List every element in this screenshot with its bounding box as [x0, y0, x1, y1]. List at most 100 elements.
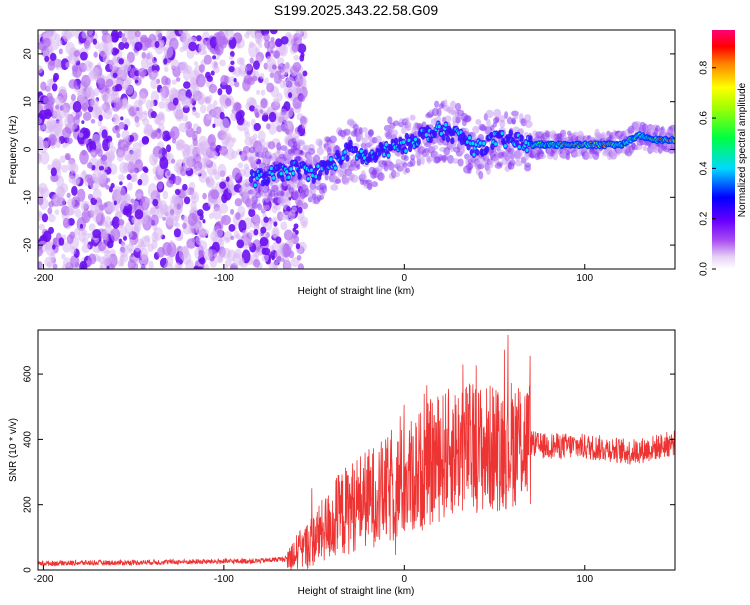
spectrogram-cell [493, 108, 502, 118]
spectrogram-cell [151, 64, 160, 73]
spectrogram-cell [449, 100, 457, 110]
spectrogram-cell [118, 41, 125, 51]
spectrogram-cell [38, 138, 45, 150]
spectrogram-cell [51, 83, 58, 92]
spectrogram-cell [465, 140, 470, 144]
spectrogram-cell [162, 216, 167, 221]
spectrogram-cell [49, 252, 56, 262]
spectrogram-cell [266, 176, 271, 184]
spectrogram-cell [409, 158, 416, 167]
spectrogram-cell [272, 261, 279, 269]
spectrogram-cell [86, 162, 93, 169]
spectrogram-cell [146, 51, 153, 61]
spectrogram-cell [276, 142, 282, 151]
spectrogram-cell [174, 222, 180, 228]
spectrogram-cell [90, 118, 96, 124]
spectrogram-cell [118, 219, 125, 226]
spectrogram-cell [299, 77, 307, 87]
spectrogram-cell [134, 209, 144, 220]
spectrogram-cell [655, 124, 661, 132]
spectrogram-cell [47, 134, 58, 146]
spectrogram-cell [350, 174, 359, 183]
spectrogram-cell [172, 193, 177, 201]
spectrogram-cell [192, 88, 197, 95]
spectrogram-cell [286, 155, 294, 161]
spectrogram-cell [672, 140, 675, 143]
spectrogram-cell [275, 38, 283, 48]
spectrogram-cell [464, 115, 472, 122]
spectrogram-cell [248, 146, 256, 154]
spectrogram-cell [219, 118, 230, 134]
spectrogram-cell [343, 150, 347, 154]
spectrogram-cell [208, 212, 214, 220]
spectrogram-cell [211, 108, 219, 117]
spectrogram-cell [122, 97, 128, 106]
spectrogram-cell [289, 209, 296, 220]
spectrogram-cell [318, 140, 323, 149]
spectrogram-cell [403, 155, 409, 162]
spectrogram-cell [139, 264, 147, 269]
spectrogram-cell [217, 163, 227, 178]
spectrogram-cell [73, 50, 81, 57]
spectrogram-cell [224, 236, 231, 244]
spectrogram-cell [478, 141, 483, 145]
spectrogram-cell [68, 79, 78, 90]
spectrogram-cell [212, 168, 218, 176]
spectrogram-cell [240, 150, 248, 162]
spectrogram-cell [155, 30, 161, 35]
spectrogram-cell [360, 170, 366, 180]
spectrogram-cell [198, 257, 206, 265]
spectrogram-cell [96, 158, 103, 167]
spectrogram-cell [164, 169, 172, 178]
spectrogram-cell [250, 195, 257, 201]
spectrogram-cell [87, 30, 94, 35]
spectrogram-cell [204, 142, 211, 152]
spectrogram-cell [215, 255, 224, 264]
spectrogram-cell [181, 96, 192, 108]
spectrogram-cell [301, 122, 307, 129]
spectrogram-cell [103, 249, 111, 257]
spectrogram-cell [252, 215, 259, 223]
spectrogram-cell [55, 139, 62, 148]
spectrogram-cell [81, 209, 91, 224]
spectrogram-cell [135, 121, 141, 128]
spectrogram-cell [219, 111, 225, 120]
spectrogram-cell [94, 236, 100, 243]
spectrogram-cell [524, 114, 532, 123]
spectrogram-cell [361, 137, 368, 144]
spectrogram-cell [485, 109, 494, 119]
spectrogram-cell [225, 136, 235, 149]
spectrogram-cell [424, 133, 428, 137]
spectrogram-cell [121, 129, 130, 140]
spectrogram-cell [263, 216, 269, 223]
spectrogram-cell [287, 175, 291, 180]
spectrogram-cell [54, 209, 60, 215]
spectrogram-cell [119, 181, 123, 186]
spectrogram-cell [249, 57, 254, 64]
spectrogram-cell [277, 255, 282, 261]
spectrogram-cell [215, 228, 224, 238]
spectrogram-x-ticks: -200 -100 0 100 [33, 264, 594, 284]
spectrogram-cell [230, 235, 235, 241]
spectrogram-cell [151, 239, 158, 250]
spectrogram-cell [539, 153, 547, 159]
spectrogram-cell [228, 66, 235, 73]
spectrogram-cell [293, 54, 299, 61]
spectrogram-cell [98, 114, 103, 122]
spectrogram-cell [461, 145, 466, 154]
spectrogram-cell [271, 206, 278, 214]
spectrogram-cell [179, 46, 185, 53]
spectrogram-cell [144, 197, 151, 203]
spectrogram-cell [298, 150, 305, 156]
spectrogram-cell [213, 100, 218, 107]
spectrogram-cell [251, 202, 259, 209]
spectrogram-cell [309, 168, 314, 172]
spectrogram-cell [188, 41, 197, 52]
spectrogram-cell [182, 68, 191, 81]
spectrogram-cell [198, 64, 205, 73]
spectrogram-cell [391, 129, 399, 137]
spectrogram-cell [266, 57, 277, 73]
spectrogram-cell [314, 174, 318, 179]
spectrogram-cell [306, 177, 310, 181]
spectrogram-cell [171, 79, 177, 85]
